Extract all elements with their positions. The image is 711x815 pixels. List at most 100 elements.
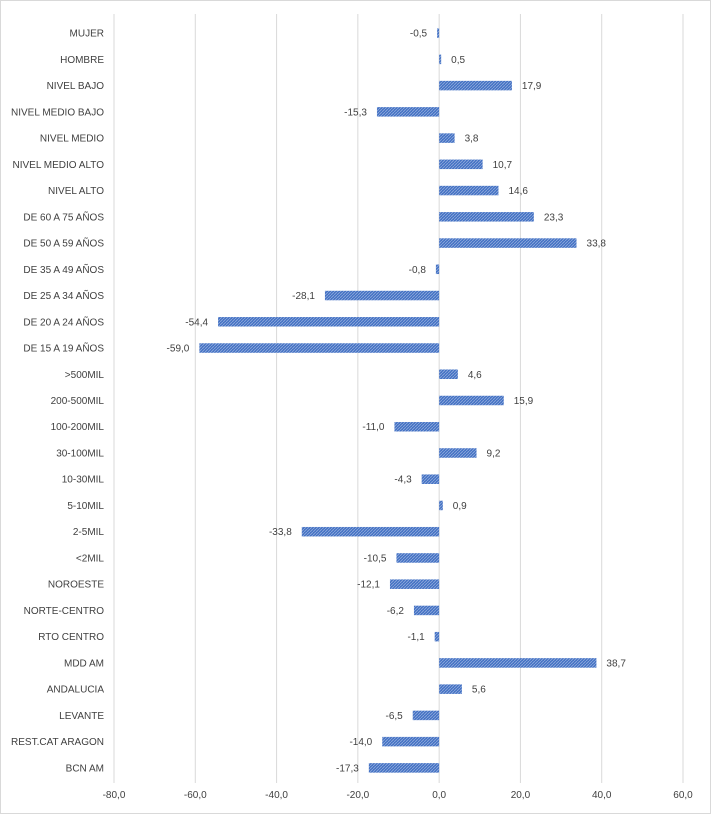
data-label: 38,7 xyxy=(606,658,626,669)
category-label: NIVEL ALTO xyxy=(48,186,104,197)
data-label: -17,3 xyxy=(336,763,359,774)
bar xyxy=(434,631,440,642)
bar xyxy=(421,474,440,484)
gridlines xyxy=(113,14,684,783)
category-label: MUJER xyxy=(70,29,104,40)
x-tick-label: -80,0 xyxy=(103,790,126,801)
category-label: RTO CENTRO xyxy=(38,632,104,643)
category-label: NIVEL BAJO xyxy=(47,81,105,92)
bars xyxy=(199,28,597,773)
data-label: -11,0 xyxy=(362,422,384,433)
category-label: 5-10MIL xyxy=(67,501,104,512)
category-label: 30-100MIL xyxy=(56,448,104,459)
bar xyxy=(439,395,504,406)
category-label: 2-5MIL xyxy=(73,527,105,538)
data-label: 4,6 xyxy=(468,370,482,381)
bar xyxy=(439,133,455,143)
data-label: 5,6 xyxy=(472,685,486,696)
data-label: -0,8 xyxy=(409,265,427,276)
bar xyxy=(439,448,477,458)
category-label: BCN AM xyxy=(66,763,104,774)
bar xyxy=(439,238,577,248)
data-label: 3,8 xyxy=(465,134,479,145)
category-label: 10-30MIL xyxy=(62,475,105,486)
data-label: 17,9 xyxy=(522,81,542,92)
data-label: -0,5 xyxy=(410,29,428,40)
x-tick-label: 40,0 xyxy=(592,790,612,801)
data-label: -10,5 xyxy=(364,553,387,564)
category-label: MDD AM xyxy=(64,658,104,669)
data-label: -14,0 xyxy=(349,737,372,748)
bar xyxy=(439,212,534,222)
bar xyxy=(368,763,440,773)
bar xyxy=(396,553,440,563)
category-label: 100-200MIL xyxy=(51,422,105,433)
category-label: NIVEL MEDIO xyxy=(40,134,104,145)
category-label: DE 15 A 19 AÑOS xyxy=(23,342,104,355)
bar xyxy=(382,736,440,747)
x-tick-label: -40,0 xyxy=(265,790,288,801)
labels: -80,0 -60,0 -40,0 -20,0 0,0 20,0 40,0 60,0 MUJER… xyxy=(11,29,693,801)
data-label: 9,2 xyxy=(487,448,501,459)
data-label: -33,8 xyxy=(269,527,292,538)
data-label: 23,3 xyxy=(544,212,564,223)
category-label: HOMBRE xyxy=(60,55,104,66)
data-label: -28,1 xyxy=(292,291,315,302)
category-label: DE 25 A 34 AÑOS xyxy=(23,289,104,302)
bar xyxy=(439,684,462,694)
x-tick-label: -60,0 xyxy=(184,790,207,801)
data-label: -59,0 xyxy=(167,344,190,355)
bar xyxy=(435,264,440,275)
bar xyxy=(439,658,597,668)
category-label: NORTE-CENTRO xyxy=(24,606,105,617)
bar xyxy=(439,369,458,380)
bar xyxy=(437,28,440,38)
data-label: 0,9 xyxy=(453,501,467,512)
data-label: 10,7 xyxy=(493,160,513,171)
bar xyxy=(199,343,440,353)
bar xyxy=(324,290,440,301)
bar xyxy=(413,605,440,616)
x-tick-label: 0,0 xyxy=(432,790,446,801)
category-label: 200-500MIL xyxy=(51,396,105,407)
data-label: -6,2 xyxy=(387,606,405,617)
category-label: >500MIL xyxy=(65,370,105,381)
bar xyxy=(301,526,440,537)
bar xyxy=(376,107,440,117)
category-label: DE 60 A 75 AÑOS xyxy=(23,210,104,223)
bar xyxy=(439,54,442,65)
bar xyxy=(439,159,483,170)
category-label: <2MIL xyxy=(76,553,105,564)
category-label: NIVEL MEDIO ALTO xyxy=(12,160,104,171)
category-label: DE 35 A 49 AÑOS xyxy=(23,263,104,276)
category-label: NOROESTE xyxy=(48,580,104,591)
data-label: 0,5 xyxy=(451,55,465,66)
category-label: ANDALUCIA xyxy=(47,685,105,696)
bar xyxy=(439,185,499,196)
bar xyxy=(389,579,440,589)
data-label: 14,6 xyxy=(508,186,528,197)
category-label: DE 50 A 59 AÑOS xyxy=(23,237,104,250)
data-label: -54,4 xyxy=(185,317,208,328)
bar xyxy=(412,710,440,721)
category-label: REST.CAT ARAGON xyxy=(11,737,104,748)
bar xyxy=(439,80,512,91)
data-label: 33,8 xyxy=(587,239,607,250)
category-label: DE 20 A 24 AÑOS xyxy=(23,315,104,328)
bar xyxy=(218,317,440,327)
bar xyxy=(394,421,440,432)
x-tick-label: 20,0 xyxy=(511,790,531,801)
data-label: -15,3 xyxy=(344,107,367,118)
x-tick-label: -20,0 xyxy=(346,790,369,801)
data-label: -1,1 xyxy=(407,632,425,643)
category-label: LEVANTE xyxy=(59,711,104,722)
data-label: 15,9 xyxy=(514,396,534,407)
x-tick-label: 60,0 xyxy=(673,790,693,801)
data-label: -4,3 xyxy=(394,475,412,486)
data-label: -6,5 xyxy=(385,711,403,722)
bar xyxy=(439,500,443,511)
category-label: NIVEL MEDIO BAJO xyxy=(11,107,104,118)
data-label: -12,1 xyxy=(357,580,380,591)
